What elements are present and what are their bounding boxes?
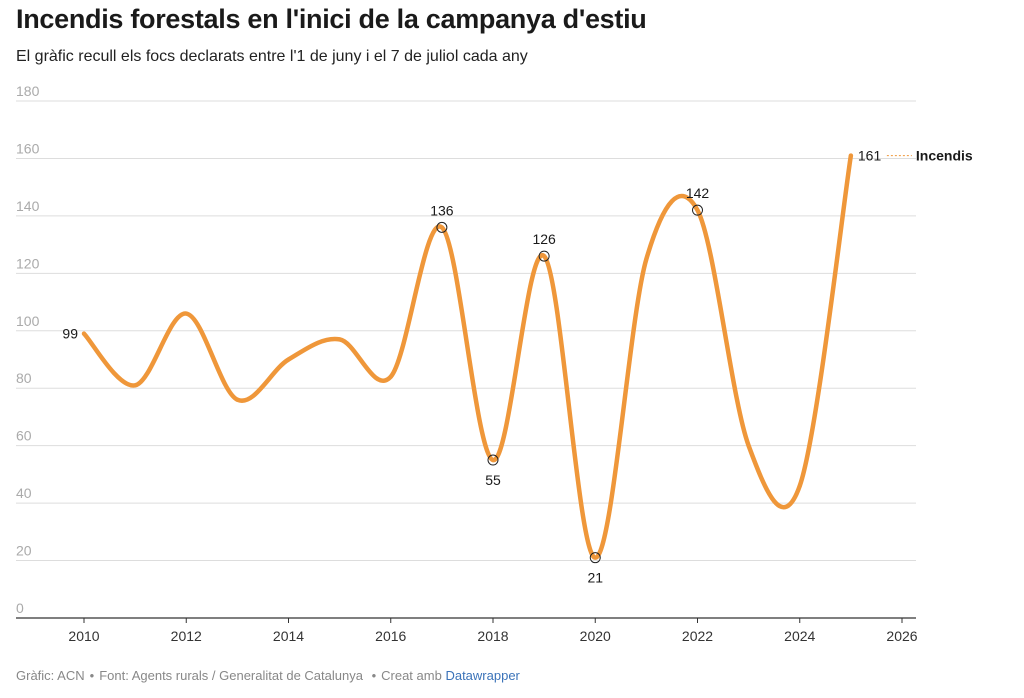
data-label: 136 xyxy=(430,202,454,218)
annotation-marker xyxy=(487,454,499,466)
data-point xyxy=(337,337,342,342)
y-tick-label: 120 xyxy=(16,255,40,271)
footer-separator: • xyxy=(367,668,377,683)
y-tick-label: 0 xyxy=(16,600,24,616)
data-label: 21 xyxy=(587,570,603,586)
data-point xyxy=(82,331,86,336)
series-label-incendis: Incendis xyxy=(916,148,973,164)
data-point xyxy=(797,483,802,488)
y-tick-label: 100 xyxy=(16,313,40,329)
footer: Gràfic: ACN • Font: Agents rurals / Genera… xyxy=(16,668,520,683)
annotations-layer: 99 136 55 126 21 142 161 xyxy=(62,148,881,586)
x-tick-label: 2020 xyxy=(580,628,611,644)
x-tick-label: 2022 xyxy=(682,628,713,644)
annotation-marker xyxy=(436,221,448,233)
x-tick-label: 2012 xyxy=(171,628,202,644)
x-tick-label: 2018 xyxy=(477,628,508,644)
data-point xyxy=(491,458,495,463)
data-point xyxy=(593,555,598,560)
y-tick-label: 180 xyxy=(16,83,40,99)
data-label: 161 xyxy=(858,148,882,164)
data-point xyxy=(848,153,853,158)
data-point xyxy=(439,225,444,230)
data-point xyxy=(133,383,138,388)
y-tick-label: 40 xyxy=(16,485,32,501)
chart-subtitle: El gràfic recull els focs declarats entr… xyxy=(16,48,528,65)
y-tick-label: 20 xyxy=(16,543,32,559)
data-point xyxy=(184,311,189,316)
x-tick-label: 2010 xyxy=(68,628,99,644)
data-point xyxy=(746,443,751,448)
x-axis: 2010 2012 2014 2016 2018 2020 2022 2024 2026 xyxy=(16,617,918,644)
made-with-text: Creat amb xyxy=(381,668,442,683)
data-point xyxy=(235,397,240,402)
data-label: 99 xyxy=(62,326,78,342)
data-point xyxy=(644,256,649,261)
x-tick-label: 2026 xyxy=(886,628,917,644)
grid-layer: 0 20 40 60 80 100 120 140 160 180 xyxy=(16,83,916,616)
data-label: 126 xyxy=(532,231,556,247)
chart-credit: Gràfic: ACN xyxy=(16,668,85,683)
footer-separator: • xyxy=(89,668,95,683)
annotation-marker xyxy=(692,204,703,216)
annotation-marker xyxy=(538,250,550,262)
y-tick-label: 140 xyxy=(16,198,40,214)
data-point xyxy=(388,374,393,379)
datawrapper-link[interactable]: Datawrapper xyxy=(445,668,520,683)
y-tick-label: 80 xyxy=(16,370,32,386)
data-point xyxy=(286,357,291,362)
data-label: 55 xyxy=(485,472,501,488)
y-tick-label: 60 xyxy=(16,428,32,444)
source-credit: Font: Agents rurals / Generalitat de Cat… xyxy=(99,668,363,683)
y-tick-label: 160 xyxy=(16,140,40,156)
x-tick-label: 2024 xyxy=(784,628,815,644)
x-tick-label: 2014 xyxy=(273,628,304,644)
chart-title: Incendis forestals en l'inici de la camp… xyxy=(16,4,647,34)
data-point xyxy=(695,208,700,213)
data-label: 142 xyxy=(686,185,710,201)
data-point xyxy=(542,254,547,259)
x-tick-label: 2016 xyxy=(375,628,406,644)
annotation-marker xyxy=(589,552,601,564)
series-layer: Incendis xyxy=(81,148,973,560)
